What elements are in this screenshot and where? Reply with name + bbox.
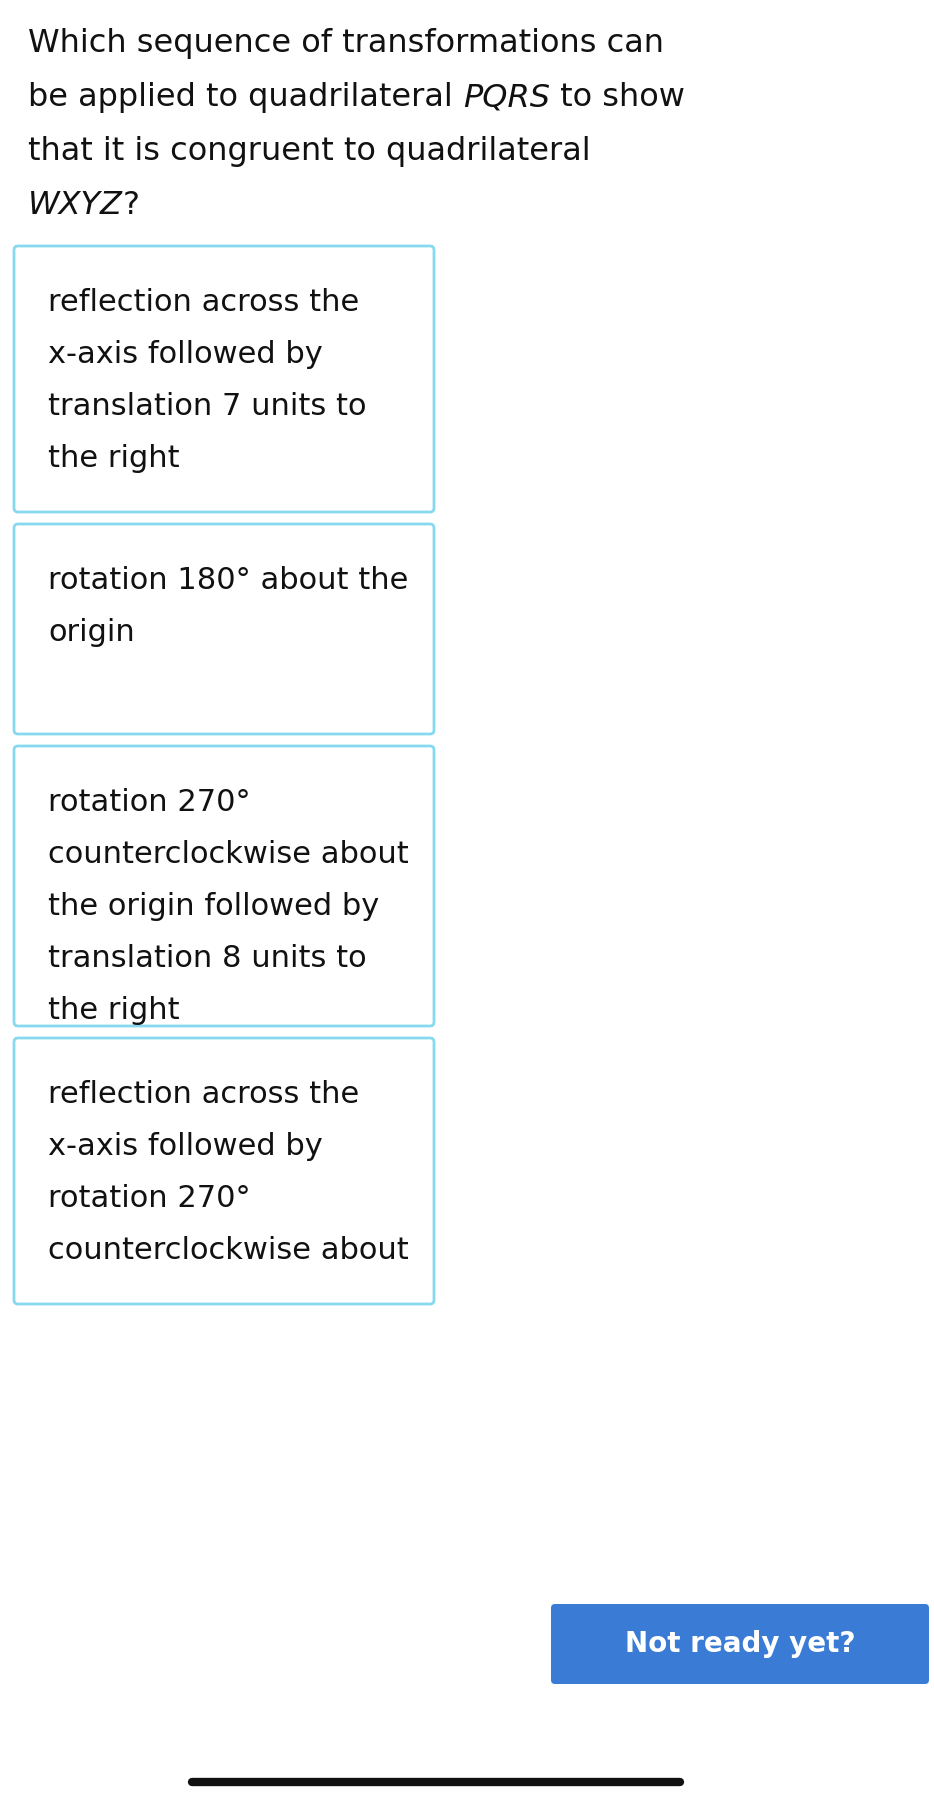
Text: counterclockwise about: counterclockwise about (48, 839, 409, 868)
Text: x-axis followed by: x-axis followed by (48, 1132, 323, 1161)
Text: WXYZ: WXYZ (28, 190, 123, 221)
FancyBboxPatch shape (14, 246, 434, 512)
FancyBboxPatch shape (14, 1038, 434, 1304)
Text: the right: the right (48, 443, 179, 472)
Text: counterclockwise about: counterclockwise about (48, 1236, 409, 1264)
Text: origin: origin (48, 619, 134, 648)
Text: translation 8 units to: translation 8 units to (48, 944, 367, 973)
Text: Not ready yet?: Not ready yet? (625, 1630, 856, 1659)
Text: Which sequence of transformations can: Which sequence of transformations can (28, 27, 664, 60)
FancyBboxPatch shape (551, 1605, 929, 1684)
Text: be applied to quadrilateral: be applied to quadrilateral (28, 81, 463, 112)
Text: the origin followed by: the origin followed by (48, 892, 379, 921)
Text: reflection across the: reflection across the (48, 288, 360, 317)
Text: PQRS: PQRS (463, 81, 550, 112)
Text: rotation 270°: rotation 270° (48, 1185, 250, 1214)
Text: ?: ? (123, 190, 140, 221)
Text: reflection across the: reflection across the (48, 1080, 360, 1109)
Text: that it is congruent to quadrilateral: that it is congruent to quadrilateral (28, 136, 590, 166)
Text: rotation 180° about the: rotation 180° about the (48, 566, 408, 595)
Text: rotation 270°: rotation 270° (48, 789, 250, 818)
Text: the right: the right (48, 997, 179, 1026)
FancyBboxPatch shape (14, 745, 434, 1026)
Text: to show: to show (550, 81, 685, 112)
Text: x-axis followed by: x-axis followed by (48, 340, 323, 369)
FancyBboxPatch shape (14, 525, 434, 734)
Text: translation 7 units to: translation 7 units to (48, 393, 366, 421)
